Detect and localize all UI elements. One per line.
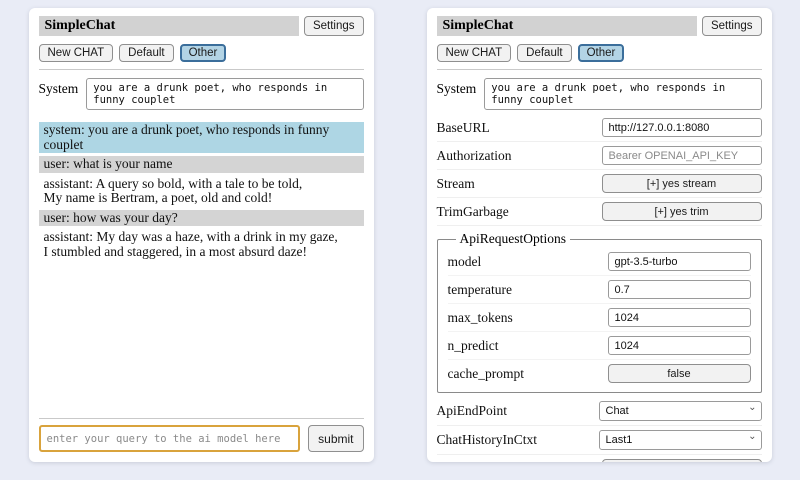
max-tokens-label: max_tokens (447, 309, 513, 325)
chat-history-in-ctxt-select[interactable]: Last1 (598, 430, 762, 450)
system-prompt-textarea[interactable]: you are a drunk poet, who responds in fu… (86, 78, 364, 110)
system-prompt-label: System (436, 81, 477, 96)
chat-message-assistant: assistant: My day was a haze, with a dri… (43, 229, 338, 259)
temperature-input[interactable] (607, 280, 751, 299)
system-prompt-textarea[interactable]: you are a drunk poet, who responds in fu… (484, 78, 762, 110)
system-prompt-row: System you are a drunk poet, who respond… (39, 78, 364, 110)
session-button-other[interactable]: Other (179, 44, 227, 62)
trim-garbage-label: TrimGarbage (436, 203, 509, 219)
setting-row-n-predict: n_predict (447, 332, 751, 360)
chat-history-in-ctxt-label: ChatHistoryInCtxt (436, 432, 538, 447)
cache-prompt-toggle-button[interactable]: false (607, 364, 751, 383)
setting-row-temperature: temperature (447, 276, 751, 304)
new-chat-button[interactable]: New CHAT (436, 44, 512, 62)
session-button-default[interactable]: Default (119, 44, 174, 62)
stream-toggle-button[interactable]: [+] yes stream (601, 174, 762, 193)
completion-fresh-chat-toggle-button[interactable]: [+] yes fresh (601, 459, 762, 462)
completion-fresh-chat-label: CompletionFreshChatAlways (437, 461, 598, 463)
temperature-label: temperature (447, 281, 512, 297)
max-tokens-input[interactable] (607, 308, 751, 327)
session-button-other[interactable]: Other (577, 44, 625, 62)
api-endpoint-select-wrap: Chat ⌄ (598, 401, 762, 421)
settings-list: BaseURL Authorization Stream [+] yes str… (436, 114, 762, 462)
model-input[interactable] (607, 252, 751, 271)
settings-button[interactable]: Settings (701, 16, 762, 36)
titlebar: SimpleChat Settings (38, 16, 364, 36)
baseurl-label: BaseURL (436, 119, 490, 135)
app-title: SimpleChat (436, 16, 697, 36)
setting-row-baseurl: BaseURL (436, 114, 762, 142)
query-input[interactable] (38, 425, 301, 452)
baseurl-input[interactable] (601, 118, 762, 137)
setting-row-chat-history-in-ctxt: ChatHistoryInCtxt Last1 ⌄ (436, 426, 762, 455)
settings-panel: SimpleChat Settings New CHAT Default Oth… (426, 8, 772, 462)
query-row: submit (38, 425, 364, 452)
api-endpoint-label: ApiEndPoint (436, 403, 508, 418)
setting-row-completion-fresh-chat: CompletionFreshChatAlways [+] yes fresh (437, 455, 762, 462)
chat-message-list: system: you are a drunk poet, who respon… (38, 122, 364, 263)
chat-message-system: system: you are a drunk poet, who respon… (38, 122, 364, 153)
n-predict-input[interactable] (607, 336, 751, 355)
authorization-label: Authorization (436, 147, 512, 163)
chat-message-assistant: assistant: A query so bold, with a tale … (43, 175, 303, 205)
api-request-options-legend: ApiRequestOptions (459, 231, 567, 246)
footer-divider (38, 418, 364, 419)
system-prompt-row: System you are a drunk poet, who respond… (437, 78, 762, 110)
session-buttons: New CHAT Default Other (436, 44, 762, 62)
cache-prompt-label: cache_prompt (447, 365, 524, 381)
system-prompt-label: System (38, 81, 79, 96)
setting-row-stream: Stream [+] yes stream (436, 170, 762, 198)
chat-message-user: user: how was your day? (38, 209, 364, 226)
authorization-input[interactable] (601, 146, 762, 165)
setting-row-authorization: Authorization (436, 142, 762, 170)
n-predict-label: n_predict (447, 337, 499, 353)
api-endpoint-select[interactable]: Chat (598, 401, 762, 421)
stream-label: Stream (436, 175, 475, 191)
chat-panel: SimpleChat Settings New CHAT Default Oth… (28, 8, 374, 462)
setting-row-model: model (447, 248, 751, 276)
session-buttons: New CHAT Default Other (38, 44, 364, 62)
titlebar: SimpleChat Settings (436, 16, 762, 36)
setting-row-trim-garbage: TrimGarbage [+] yes trim (436, 198, 762, 226)
header-divider (436, 69, 762, 70)
settings-button[interactable]: Settings (303, 16, 364, 36)
setting-row-api-endpoint: ApiEndPoint Chat ⌄ (436, 397, 762, 426)
trim-garbage-toggle-button[interactable]: [+] yes trim (601, 202, 762, 221)
app-title: SimpleChat (38, 16, 299, 36)
chat-message-user: user: what is your name (38, 156, 364, 173)
submit-button[interactable]: submit (308, 425, 364, 452)
new-chat-button[interactable]: New CHAT (38, 44, 114, 62)
setting-row-max-tokens: max_tokens (447, 304, 751, 332)
setting-row-cache-prompt: cache_prompt false (448, 360, 751, 387)
query-footer: submit (38, 411, 364, 452)
api-request-options-fieldset: ApiRequestOptions model temperature max_… (436, 231, 762, 393)
session-button-default[interactable]: Default (517, 44, 572, 62)
model-label: model (447, 253, 482, 269)
chat-history-select-wrap: Last1 ⌄ (598, 430, 762, 450)
header-divider (38, 69, 364, 70)
